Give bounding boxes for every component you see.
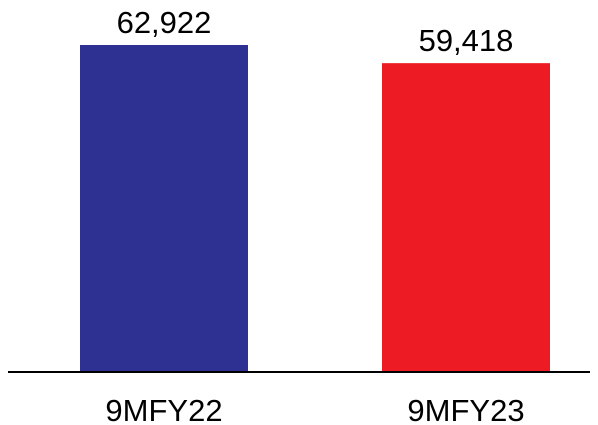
data-label-9mfy22: 62,922 (117, 5, 212, 40)
bar-9mfy23 (382, 63, 550, 371)
x-tick-label-9mfy23: 9MFY23 (407, 393, 524, 425)
data-label-9mfy23: 59,418 (419, 23, 514, 58)
data-labels-group: 62,922 59,418 (117, 5, 514, 58)
x-tick-labels-group: 9MFY22 9MFY23 (105, 393, 524, 425)
bars-group (80, 45, 550, 371)
bar-9mfy22 (80, 45, 248, 371)
x-tick-label-9mfy22: 9MFY22 (105, 393, 222, 425)
